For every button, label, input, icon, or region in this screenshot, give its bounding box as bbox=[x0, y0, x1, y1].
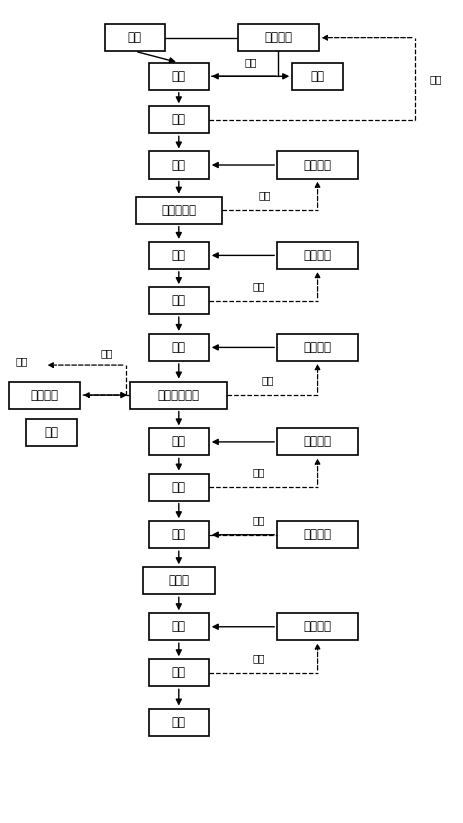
Bar bbox=[149, 428, 208, 455]
Text: 有机溶剂: 有机溶剂 bbox=[264, 31, 292, 44]
Text: 重溶: 重溶 bbox=[171, 528, 185, 542]
Text: 硅胶柱: 硅胶柱 bbox=[168, 574, 189, 588]
Text: 浓缩: 浓缩 bbox=[171, 667, 185, 679]
Bar bbox=[149, 106, 208, 133]
Bar bbox=[143, 567, 214, 594]
Text: 回收: 回收 bbox=[100, 348, 113, 358]
Bar bbox=[292, 63, 342, 90]
Text: 回收: 回收 bbox=[428, 74, 441, 84]
Text: 回收: 回收 bbox=[252, 515, 264, 525]
Text: 有机溶剂: 有机溶剂 bbox=[303, 159, 331, 171]
Text: 回收: 回收 bbox=[252, 281, 264, 291]
Text: 浓缩: 浓缩 bbox=[171, 481, 185, 494]
Text: 回收: 回收 bbox=[252, 653, 264, 663]
Text: 重溶: 重溶 bbox=[171, 341, 185, 354]
Text: 大孔吸附层析: 大孔吸附层析 bbox=[157, 388, 200, 402]
Text: 浓缩: 浓缩 bbox=[171, 294, 185, 307]
Bar bbox=[149, 709, 208, 736]
Text: 重溶: 重溶 bbox=[171, 159, 185, 171]
Text: 回收: 回收 bbox=[261, 375, 274, 385]
Text: 有机溶剂: 有机溶剂 bbox=[303, 621, 331, 633]
Text: 回收: 回收 bbox=[258, 190, 271, 201]
Text: 有机溶剂: 有机溶剂 bbox=[303, 435, 331, 449]
Text: 转化: 转化 bbox=[128, 31, 142, 44]
Bar bbox=[276, 334, 357, 361]
Text: 萍取: 萍取 bbox=[171, 70, 185, 83]
Bar bbox=[26, 419, 77, 446]
Bar bbox=[276, 151, 357, 179]
Text: 水相: 水相 bbox=[310, 70, 324, 83]
Bar bbox=[105, 24, 164, 51]
Bar bbox=[149, 613, 208, 640]
Bar bbox=[149, 521, 208, 548]
Bar bbox=[149, 63, 208, 90]
Text: 有机溶剂: 有机溶剂 bbox=[31, 388, 58, 402]
Bar bbox=[149, 334, 208, 361]
Text: 结晶: 结晶 bbox=[171, 715, 185, 728]
Text: 洗脱: 洗脱 bbox=[171, 435, 185, 449]
Bar bbox=[276, 613, 357, 640]
Bar bbox=[149, 242, 208, 269]
Text: 有机溶剂: 有机溶剂 bbox=[303, 528, 331, 542]
Bar bbox=[149, 287, 208, 314]
Bar bbox=[130, 382, 227, 409]
Text: 冲洗: 冲洗 bbox=[44, 426, 58, 439]
Text: 洗脱: 洗脱 bbox=[171, 621, 185, 633]
Text: 洗脱: 洗脱 bbox=[171, 249, 185, 262]
Text: 有机溶剂: 有机溶剂 bbox=[303, 249, 331, 262]
Text: 弃去: 弃去 bbox=[244, 58, 256, 67]
Bar bbox=[276, 521, 357, 548]
Text: 回收: 回收 bbox=[252, 467, 264, 477]
Bar bbox=[276, 428, 357, 455]
Bar bbox=[149, 659, 208, 686]
Bar bbox=[9, 382, 80, 409]
Bar bbox=[276, 242, 357, 269]
Bar bbox=[136, 197, 221, 224]
Text: 回收: 回收 bbox=[15, 356, 28, 366]
Text: 凝胶层析柱: 凝胶层析柱 bbox=[161, 204, 196, 216]
Bar bbox=[237, 24, 318, 51]
Text: 浓缩: 浓缩 bbox=[171, 114, 185, 126]
Bar bbox=[149, 473, 208, 500]
Text: 有机溶剂: 有机溶剂 bbox=[303, 341, 331, 354]
Bar bbox=[149, 151, 208, 179]
